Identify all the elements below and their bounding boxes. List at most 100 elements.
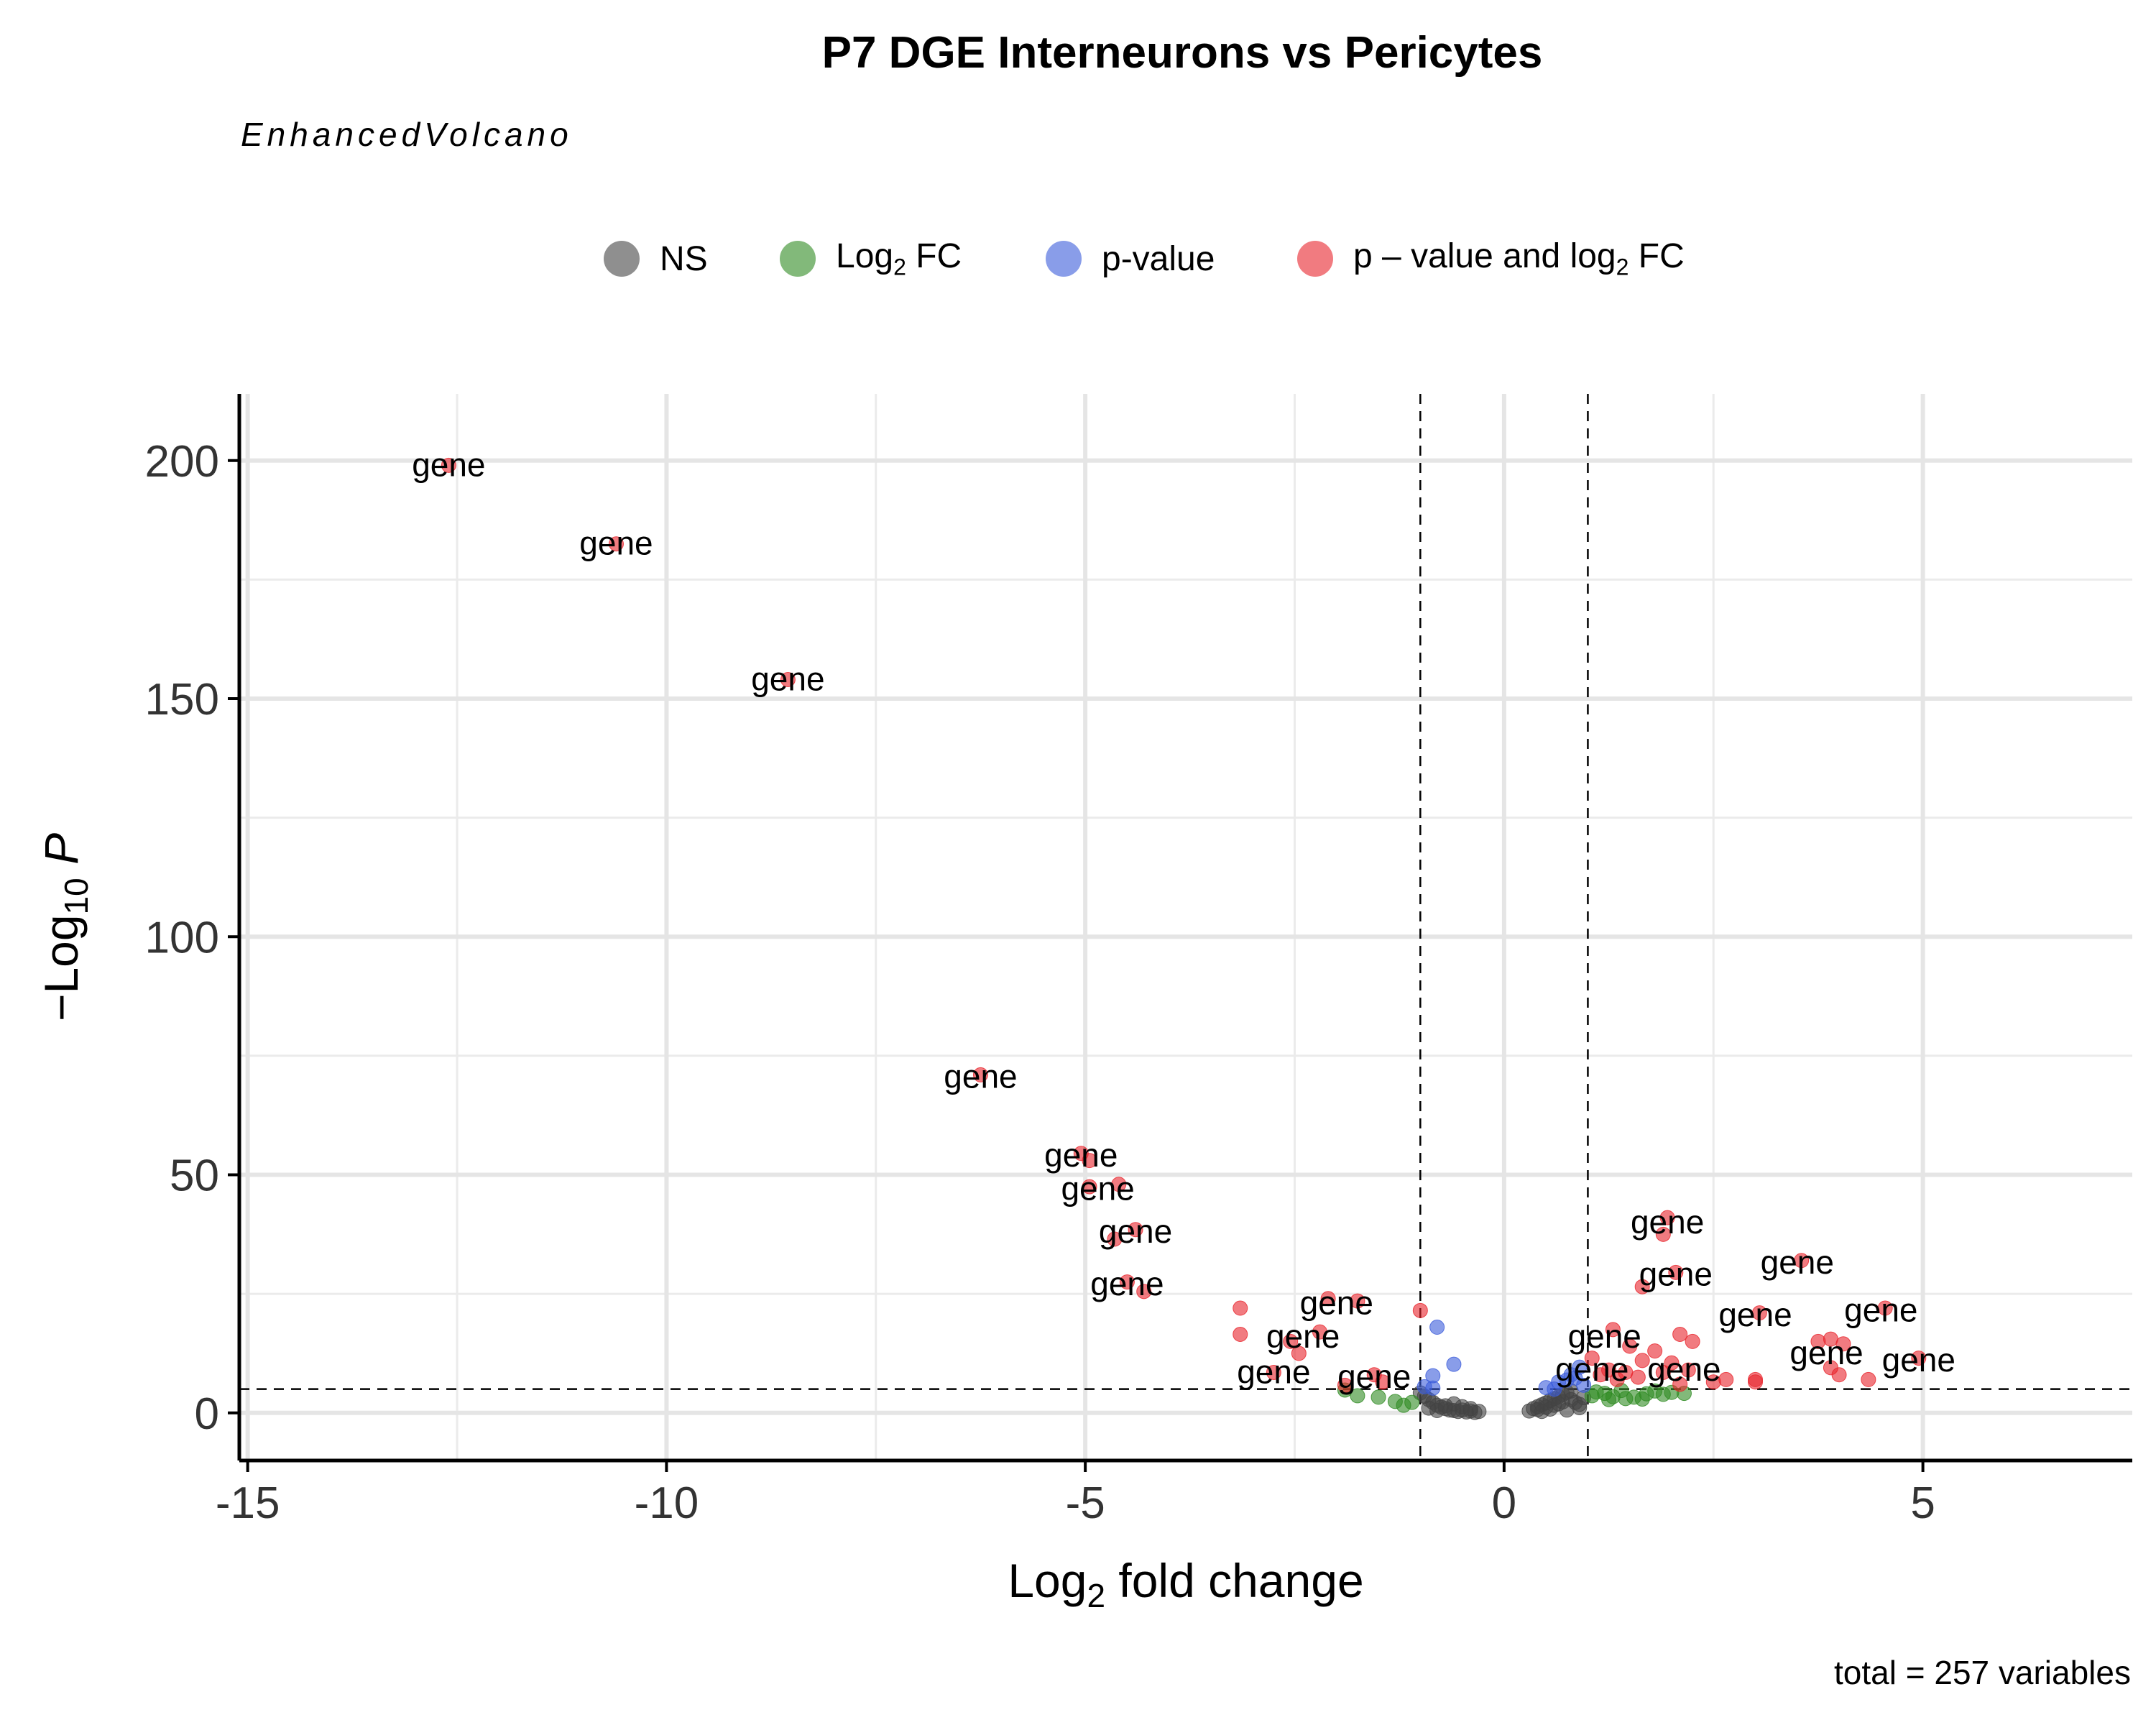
legend-item-pvalue: p-value: [1046, 234, 1215, 284]
data-point: [1647, 1343, 1663, 1359]
y-tick-label: 100: [145, 913, 219, 962]
x-axis-title: Log2 fold change: [1008, 1554, 1363, 1614]
legend-label-ns: NS: [660, 239, 708, 278]
gene-label: gene: [1337, 1358, 1411, 1395]
data-point: [1835, 1336, 1851, 1352]
data-point: [1601, 1392, 1617, 1407]
data-point: [441, 457, 456, 473]
data-point: [1861, 1371, 1876, 1387]
legend-label-log2fc: Log2 FC: [836, 237, 962, 280]
data-point: [1655, 1364, 1671, 1380]
data-point: [1233, 1326, 1248, 1342]
data-point: [1136, 1284, 1152, 1300]
chart-subtitle: EnhancedVolcano: [241, 116, 573, 153]
data-point: [1312, 1324, 1327, 1340]
y-tick-label: 150: [145, 675, 219, 724]
data-point: [1634, 1392, 1650, 1407]
data-point: [1664, 1355, 1680, 1371]
data-point: [1718, 1371, 1734, 1387]
data-point: [1233, 1300, 1248, 1316]
data-point: [1794, 1253, 1810, 1269]
data-point: [1605, 1322, 1621, 1338]
x-tick-label: -10: [635, 1478, 699, 1528]
data-point: [1462, 1401, 1478, 1417]
data-point: [1082, 1179, 1097, 1195]
data-point: [1283, 1333, 1299, 1349]
gene-label: gene: [1061, 1169, 1134, 1207]
data-points: [441, 457, 1927, 1420]
chart-title: P7 DGE Interneurons vs Pericytes: [821, 28, 1543, 78]
data-point: [780, 672, 796, 687]
data-point: [1370, 1389, 1386, 1405]
gene-label: gene: [1882, 1341, 1955, 1379]
gene-label: gene: [579, 525, 653, 562]
gene-label: gene: [1631, 1203, 1704, 1241]
gene-labels: genegenegenegenegenegenegenegenegenegene…: [412, 446, 1955, 1395]
data-point: [1668, 1264, 1684, 1280]
data-point: [1634, 1353, 1650, 1368]
y-tick-label: 0: [195, 1389, 219, 1439]
data-point: [1751, 1305, 1767, 1321]
data-point: [1672, 1326, 1688, 1342]
data-point: [1350, 1293, 1365, 1309]
gene-label: gene: [1844, 1291, 1917, 1328]
data-point: [1823, 1360, 1838, 1376]
y-tick-label: 50: [170, 1151, 219, 1201]
legend-item-ns: NS: [604, 234, 708, 284]
data-point: [1429, 1320, 1445, 1335]
data-point: [1337, 1377, 1353, 1393]
data-point: [1412, 1302, 1428, 1318]
x-tick-label: 0: [1492, 1478, 1516, 1528]
data-point: [1877, 1300, 1893, 1316]
gene-label: gene: [1639, 1256, 1713, 1293]
legend-dot-log2fc: [780, 241, 816, 277]
data-point: [608, 536, 624, 552]
chart-caption: total = 257 variables: [1834, 1654, 2131, 1691]
data-point: [1810, 1333, 1826, 1349]
data-point: [1634, 1279, 1650, 1294]
data-point: [1680, 1362, 1696, 1378]
legend-label-pvalue: p-value: [1102, 239, 1215, 278]
gene-label: gene: [1647, 1351, 1720, 1388]
gene-label: gene: [1044, 1136, 1118, 1174]
legend-dot-pvalue: [1046, 241, 1082, 277]
data-point: [1685, 1333, 1700, 1349]
data-point: [1593, 1367, 1608, 1383]
data-point: [1911, 1351, 1927, 1366]
data-point: [1082, 1153, 1097, 1169]
gridlines: [239, 394, 2132, 1460]
data-point: [1567, 1370, 1583, 1386]
data-point: [1107, 1231, 1123, 1247]
legend-item-log2fc: Log2 FC: [780, 234, 962, 284]
gene-label: gene: [1789, 1334, 1863, 1371]
data-point: [1622, 1338, 1638, 1354]
data-point: [1547, 1381, 1562, 1397]
data-point: [1375, 1374, 1391, 1390]
gene-label: gene: [1718, 1296, 1792, 1333]
data-point: [1128, 1222, 1143, 1238]
gene-label: gene: [1761, 1243, 1834, 1281]
x-tick-label: 5: [1910, 1478, 1935, 1528]
data-point: [1404, 1394, 1420, 1410]
gene-label: gene: [1237, 1353, 1310, 1390]
gene-label: gene: [1568, 1317, 1641, 1355]
gene-label: gene: [412, 446, 485, 483]
gene-label: gene: [944, 1058, 1017, 1095]
data-point: [1559, 1402, 1575, 1418]
data-point: [1111, 1177, 1127, 1192]
legend-dot-ns: [604, 241, 640, 277]
data-point: [1672, 1376, 1688, 1392]
data-point: [1350, 1388, 1365, 1404]
gene-label: gene: [1555, 1351, 1628, 1388]
gene-label: gene: [751, 661, 824, 698]
data-point: [1119, 1274, 1135, 1290]
y-tick-label: 200: [145, 437, 219, 487]
data-point: [972, 1067, 988, 1082]
data-point: [1618, 1391, 1634, 1407]
legend-label-pvalue-and-log2fc: p – value and log2 FC: [1353, 237, 1685, 280]
x-tick-label: -5: [1066, 1478, 1105, 1528]
data-point: [1572, 1399, 1588, 1415]
gene-label: gene: [1090, 1265, 1164, 1302]
